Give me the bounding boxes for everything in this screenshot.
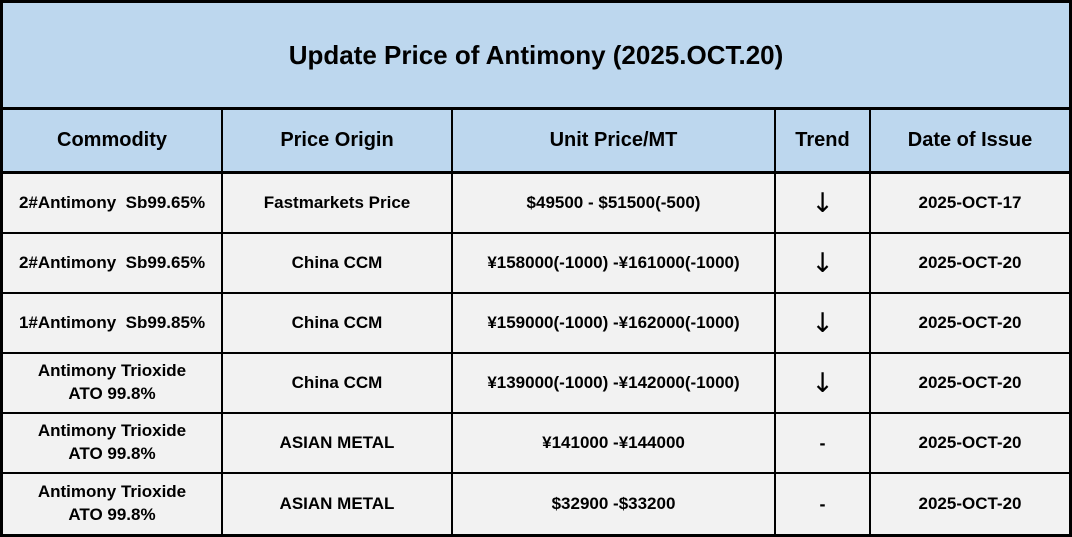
column-header-price-origin: Price Origin bbox=[223, 110, 453, 174]
table-cell-commodity: Antimony Trioxide ATO 99.8% bbox=[3, 354, 223, 414]
column-header-unit-price: Unit Price/MT bbox=[453, 110, 776, 174]
column-header-date-of-issue: Date of Issue bbox=[871, 110, 1069, 174]
table-cell-date: 2025-OCT-20 bbox=[871, 414, 1069, 474]
table-cell-unit-price: ¥141000 -¥144000 bbox=[453, 414, 776, 474]
trend-down-arrow-icon: ↓ bbox=[776, 294, 871, 354]
table-cell-commodity: Antimony Trioxide ATO 99.8% bbox=[3, 474, 223, 534]
column-header-trend: Trend bbox=[776, 110, 871, 174]
table-cell-commodity: Antimony Trioxide ATO 99.8% bbox=[3, 414, 223, 474]
table-cell-date: 2025-OCT-20 bbox=[871, 354, 1069, 414]
trend-down-arrow-icon: ↓ bbox=[776, 174, 871, 234]
table-cell-unit-price: ¥158000(-1000) -¥161000(-1000) bbox=[453, 234, 776, 294]
table-cell-commodity: 1#Antimony Sb99.85% bbox=[3, 294, 223, 354]
trend-flat-dash: - bbox=[776, 414, 871, 474]
column-header-commodity: Commodity bbox=[3, 110, 223, 174]
table-cell-price-origin: China CCM bbox=[223, 234, 453, 294]
table-cell-date: 2025-OCT-20 bbox=[871, 294, 1069, 354]
table-cell-unit-price: $32900 -$33200 bbox=[453, 474, 776, 534]
table-cell-price-origin: Fastmarkets Price bbox=[223, 174, 453, 234]
table-cell-price-origin: China CCM bbox=[223, 354, 453, 414]
table-cell-date: 2025-OCT-20 bbox=[871, 234, 1069, 294]
table-cell-commodity: 2#Antimony Sb99.65% bbox=[3, 234, 223, 294]
table-cell-date: 2025-OCT-17 bbox=[871, 174, 1069, 234]
trend-down-arrow-icon: ↓ bbox=[776, 234, 871, 294]
page-title: Update Price of Antimony (2025.OCT.20) bbox=[3, 3, 1069, 110]
trend-flat-dash: - bbox=[776, 474, 871, 534]
table-cell-unit-price: $49500 - $51500(-500) bbox=[453, 174, 776, 234]
table-cell-unit-price: ¥159000(-1000) -¥162000(-1000) bbox=[453, 294, 776, 354]
trend-down-arrow-icon: ↓ bbox=[776, 354, 871, 414]
table-cell-price-origin: ASIAN METAL bbox=[223, 474, 453, 534]
table-cell-price-origin: ASIAN METAL bbox=[223, 414, 453, 474]
table-cell-date: 2025-OCT-20 bbox=[871, 474, 1069, 534]
table-cell-price-origin: China CCM bbox=[223, 294, 453, 354]
table-cell-commodity: 2#Antimony Sb99.65% bbox=[3, 174, 223, 234]
table-cell-unit-price: ¥139000(-1000) -¥142000(-1000) bbox=[453, 354, 776, 414]
